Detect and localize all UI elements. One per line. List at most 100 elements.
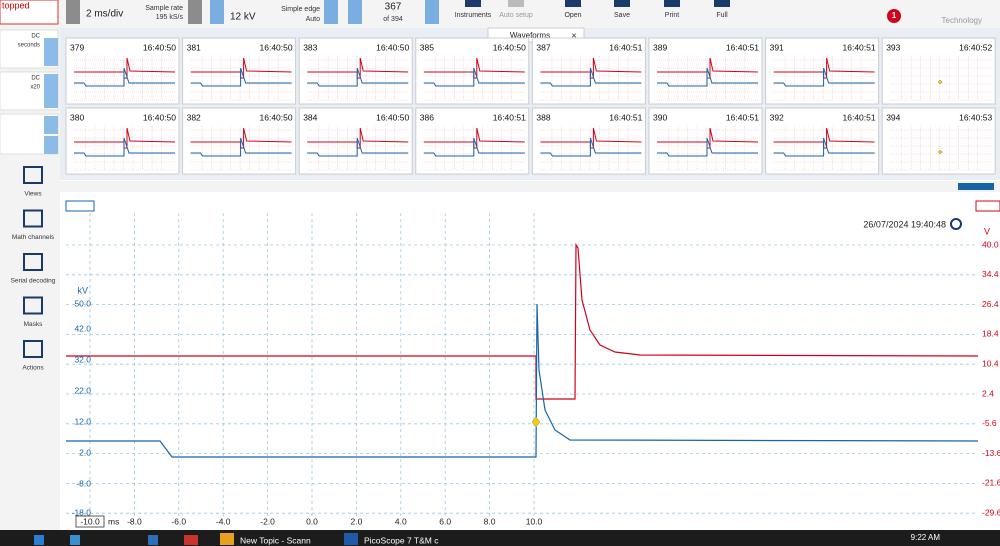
thumbnail-id: 387 (536, 42, 550, 52)
thumbnail[interactable] (531, 37, 646, 105)
toolbar-icon[interactable] (465, 0, 481, 7)
thumbnail[interactable] (415, 37, 530, 105)
x-tick-label: -2.0 (260, 516, 275, 526)
task-app-label: New Topic - Scann (240, 535, 311, 545)
tool-icon[interactable] (23, 340, 43, 358)
thumb-trace-blue (307, 67, 409, 87)
left-tick-label: 12.0 (74, 416, 91, 426)
right-tick-label: -21.6 (982, 478, 1000, 488)
ruler-handle[interactable] (65, 200, 95, 212)
plus-button[interactable] (188, 0, 202, 24)
thumbnail[interactable] (765, 37, 880, 105)
thumb-trace-blue (540, 137, 642, 157)
right-tick-label: 40.0 (982, 239, 999, 249)
task-icon[interactable] (148, 535, 158, 545)
x-tick-label: 4.0 (395, 516, 407, 526)
toolbar-icon[interactable] (565, 0, 581, 7)
toolbar-button-label: Auto setup (499, 12, 533, 19)
task-icon[interactable] (70, 535, 80, 545)
tool-icon[interactable] (23, 166, 43, 184)
thumbnail[interactable] (531, 107, 646, 175)
scrollbar-thumb[interactable] (958, 183, 994, 190)
trigger-mode: Auto (306, 16, 321, 23)
thumbnail-id: 392 (770, 112, 784, 122)
thumbnail[interactable] (298, 107, 413, 175)
thumbnail[interactable] (65, 107, 180, 175)
sample-rate: 195 kS/s (156, 14, 184, 21)
thumb-trace-blue (773, 67, 875, 87)
x-tick-label: -10.0 (80, 516, 100, 526)
thumbnail-id: 391 (770, 42, 784, 52)
x-unit: ms (108, 516, 119, 526)
thumbnail[interactable] (881, 37, 996, 105)
task-icon[interactable] (184, 535, 198, 545)
thumbnail-time: 16:40:53 (959, 112, 992, 122)
status: topped (2, 0, 30, 10)
x-tick-label: 0.0 (306, 516, 318, 526)
sidebar-tools: Views Math channels Serial decoding Masks Ac… (11, 166, 56, 372)
channel-detail: x20 (30, 85, 40, 91)
notification-badge[interactable] (887, 9, 901, 23)
x-tick-label: 10.0 (526, 516, 543, 526)
thumb-trace-blue (423, 67, 525, 87)
channel-add[interactable] (44, 38, 58, 66)
task-app-icon[interactable] (220, 533, 234, 545)
thumbnail-id: 394 (886, 112, 900, 122)
zoom-icon[interactable] (950, 218, 962, 230)
right-tick-label: 18.4 (982, 329, 999, 339)
thumbnail-time: 16:40:51 (843, 42, 876, 52)
graticule (66, 213, 978, 516)
toolbar-button-label: Full (716, 12, 728, 19)
x-tick-label: -4.0 (216, 516, 231, 526)
left-unit: kV (77, 285, 88, 295)
tool-icon[interactable] (23, 296, 43, 315)
taskbar-items: New Topic - Scann PicoScope 7 T&M c (34, 533, 439, 545)
plus-button[interactable] (425, 0, 439, 24)
minus-button[interactable] (66, 0, 80, 24)
toolbar-icon[interactable] (664, 0, 680, 7)
thumbnail[interactable] (648, 37, 763, 105)
trigger-marker (531, 416, 541, 428)
thumb-trace-blue (657, 137, 758, 157)
plus-button[interactable] (324, 0, 338, 24)
timestamp: 26/07/2024 19:40:48 (863, 219, 946, 229)
channel-add[interactable] (44, 74, 58, 108)
minus-button[interactable] (348, 0, 362, 24)
thumbnail[interactable] (298, 37, 413, 105)
right-tick-label: 26.4 (982, 299, 999, 309)
thumbnail[interactable] (765, 107, 880, 175)
channel-add[interactable] (44, 116, 58, 134)
ruler-handle[interactable] (975, 200, 1000, 212)
thumbnail-id: 381 (187, 42, 201, 52)
right-tick-label: -29.6 (982, 507, 1000, 517)
thumbnail[interactable] (648, 107, 763, 175)
thumb-trace-blue (307, 137, 409, 157)
thumbnail-id: 382 (187, 112, 201, 122)
thumbnail-id: 389 (653, 42, 667, 52)
channel-add[interactable] (44, 136, 58, 154)
tool-label: Masks (24, 321, 44, 328)
tab-close[interactable]: × (571, 30, 576, 40)
toolbar-button-label: Open (564, 12, 581, 19)
thumbnail[interactable] (182, 107, 297, 175)
thumbnail-time: 16:40:50 (260, 112, 293, 122)
tool-icon[interactable] (23, 209, 43, 228)
thumbnail[interactable] (65, 37, 180, 105)
left-tick-label: -18.0 (72, 507, 92, 517)
timebase: 2 ms/div (86, 9, 123, 20)
thumbnail[interactable] (415, 107, 530, 175)
thumbnail-id: 390 (653, 112, 667, 122)
thumbnail-id: 386 (420, 112, 434, 122)
toolbar-icon[interactable] (508, 0, 524, 7)
scrollbar (60, 181, 1000, 192)
thumbnail[interactable] (182, 37, 297, 105)
task-icon[interactable] (34, 535, 44, 545)
minus-button[interactable] (210, 0, 224, 24)
toolbar-icon[interactable] (614, 0, 630, 7)
tool-icon[interactable] (23, 253, 43, 271)
thumbnail[interactable] (881, 107, 996, 175)
task-app-icon[interactable] (344, 533, 358, 545)
toolbar-icon[interactable] (714, 0, 730, 7)
tool-label: Serial decoding (11, 278, 56, 285)
channel-a-trace (66, 303, 979, 458)
